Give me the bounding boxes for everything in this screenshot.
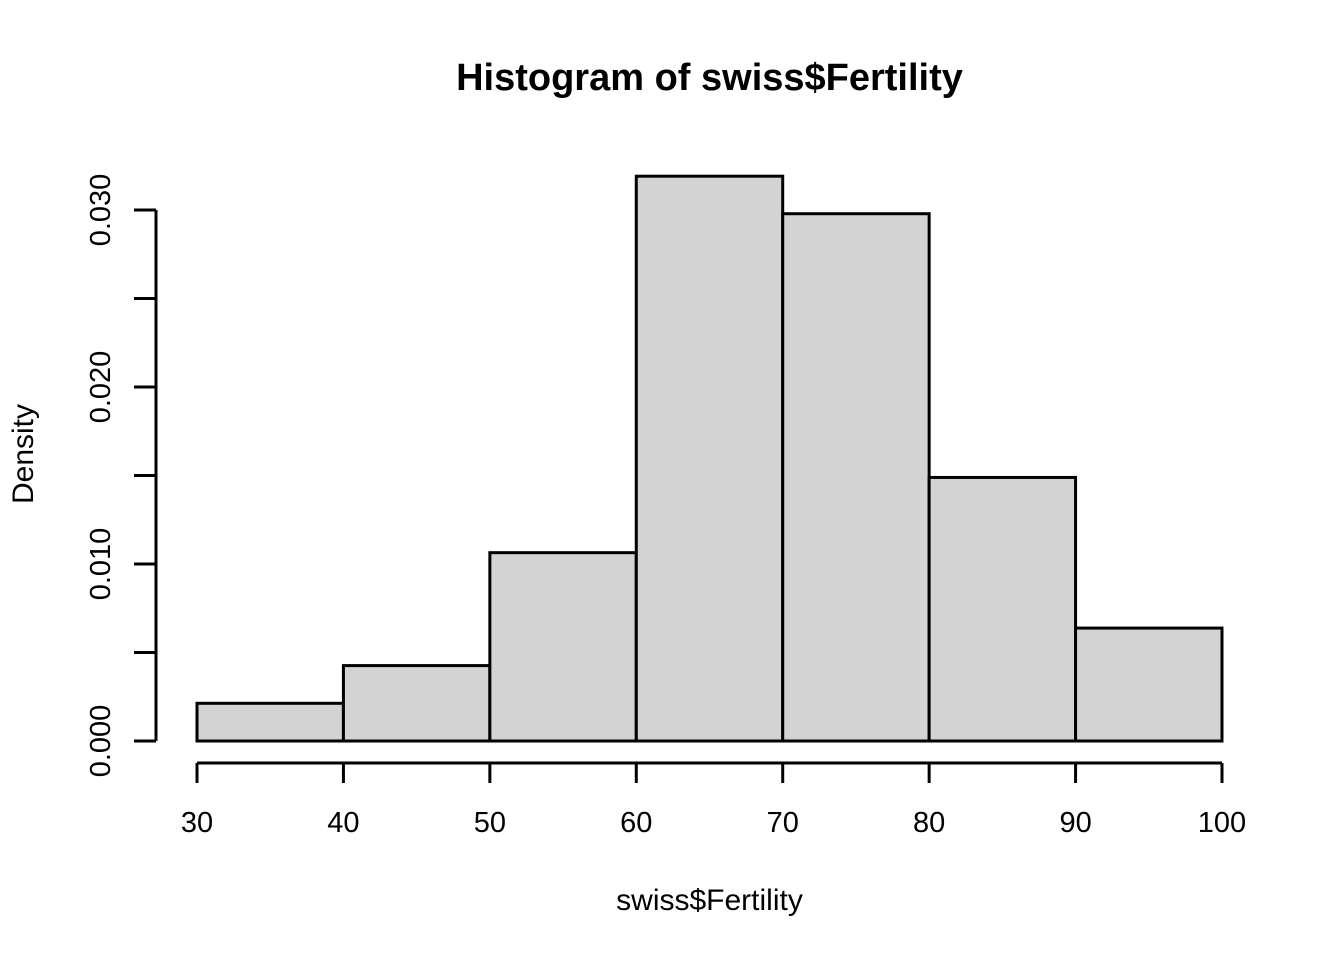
x-tick-label: 40 <box>327 807 359 839</box>
x-axis-label: swiss$Fertility <box>616 884 803 917</box>
histogram-bar <box>634 174 785 743</box>
x-tick-label: 70 <box>767 807 799 839</box>
y-tick-label: 0.020 <box>85 351 117 424</box>
x-tick-label: 60 <box>620 807 652 839</box>
x-tick-label: 80 <box>913 807 945 839</box>
histogram-bar <box>341 664 492 743</box>
histogram-bar <box>1074 626 1224 743</box>
histogram-bar <box>488 551 638 743</box>
histogram-bar <box>195 701 345 743</box>
x-tick-label: 100 <box>1198 807 1246 839</box>
chart-title: Histogram of swiss$Fertility <box>456 57 963 99</box>
y-tick-label: 0.030 <box>85 174 117 247</box>
x-tick-label: 90 <box>1059 807 1091 839</box>
histogram-bar <box>927 475 1078 743</box>
y-tick-label: 0.010 <box>85 528 117 601</box>
y-tick-label: 0.000 <box>85 705 117 778</box>
x-tick-label: 30 <box>181 807 213 839</box>
histogram-bar <box>781 212 931 743</box>
x-tick-label: 50 <box>474 807 506 839</box>
